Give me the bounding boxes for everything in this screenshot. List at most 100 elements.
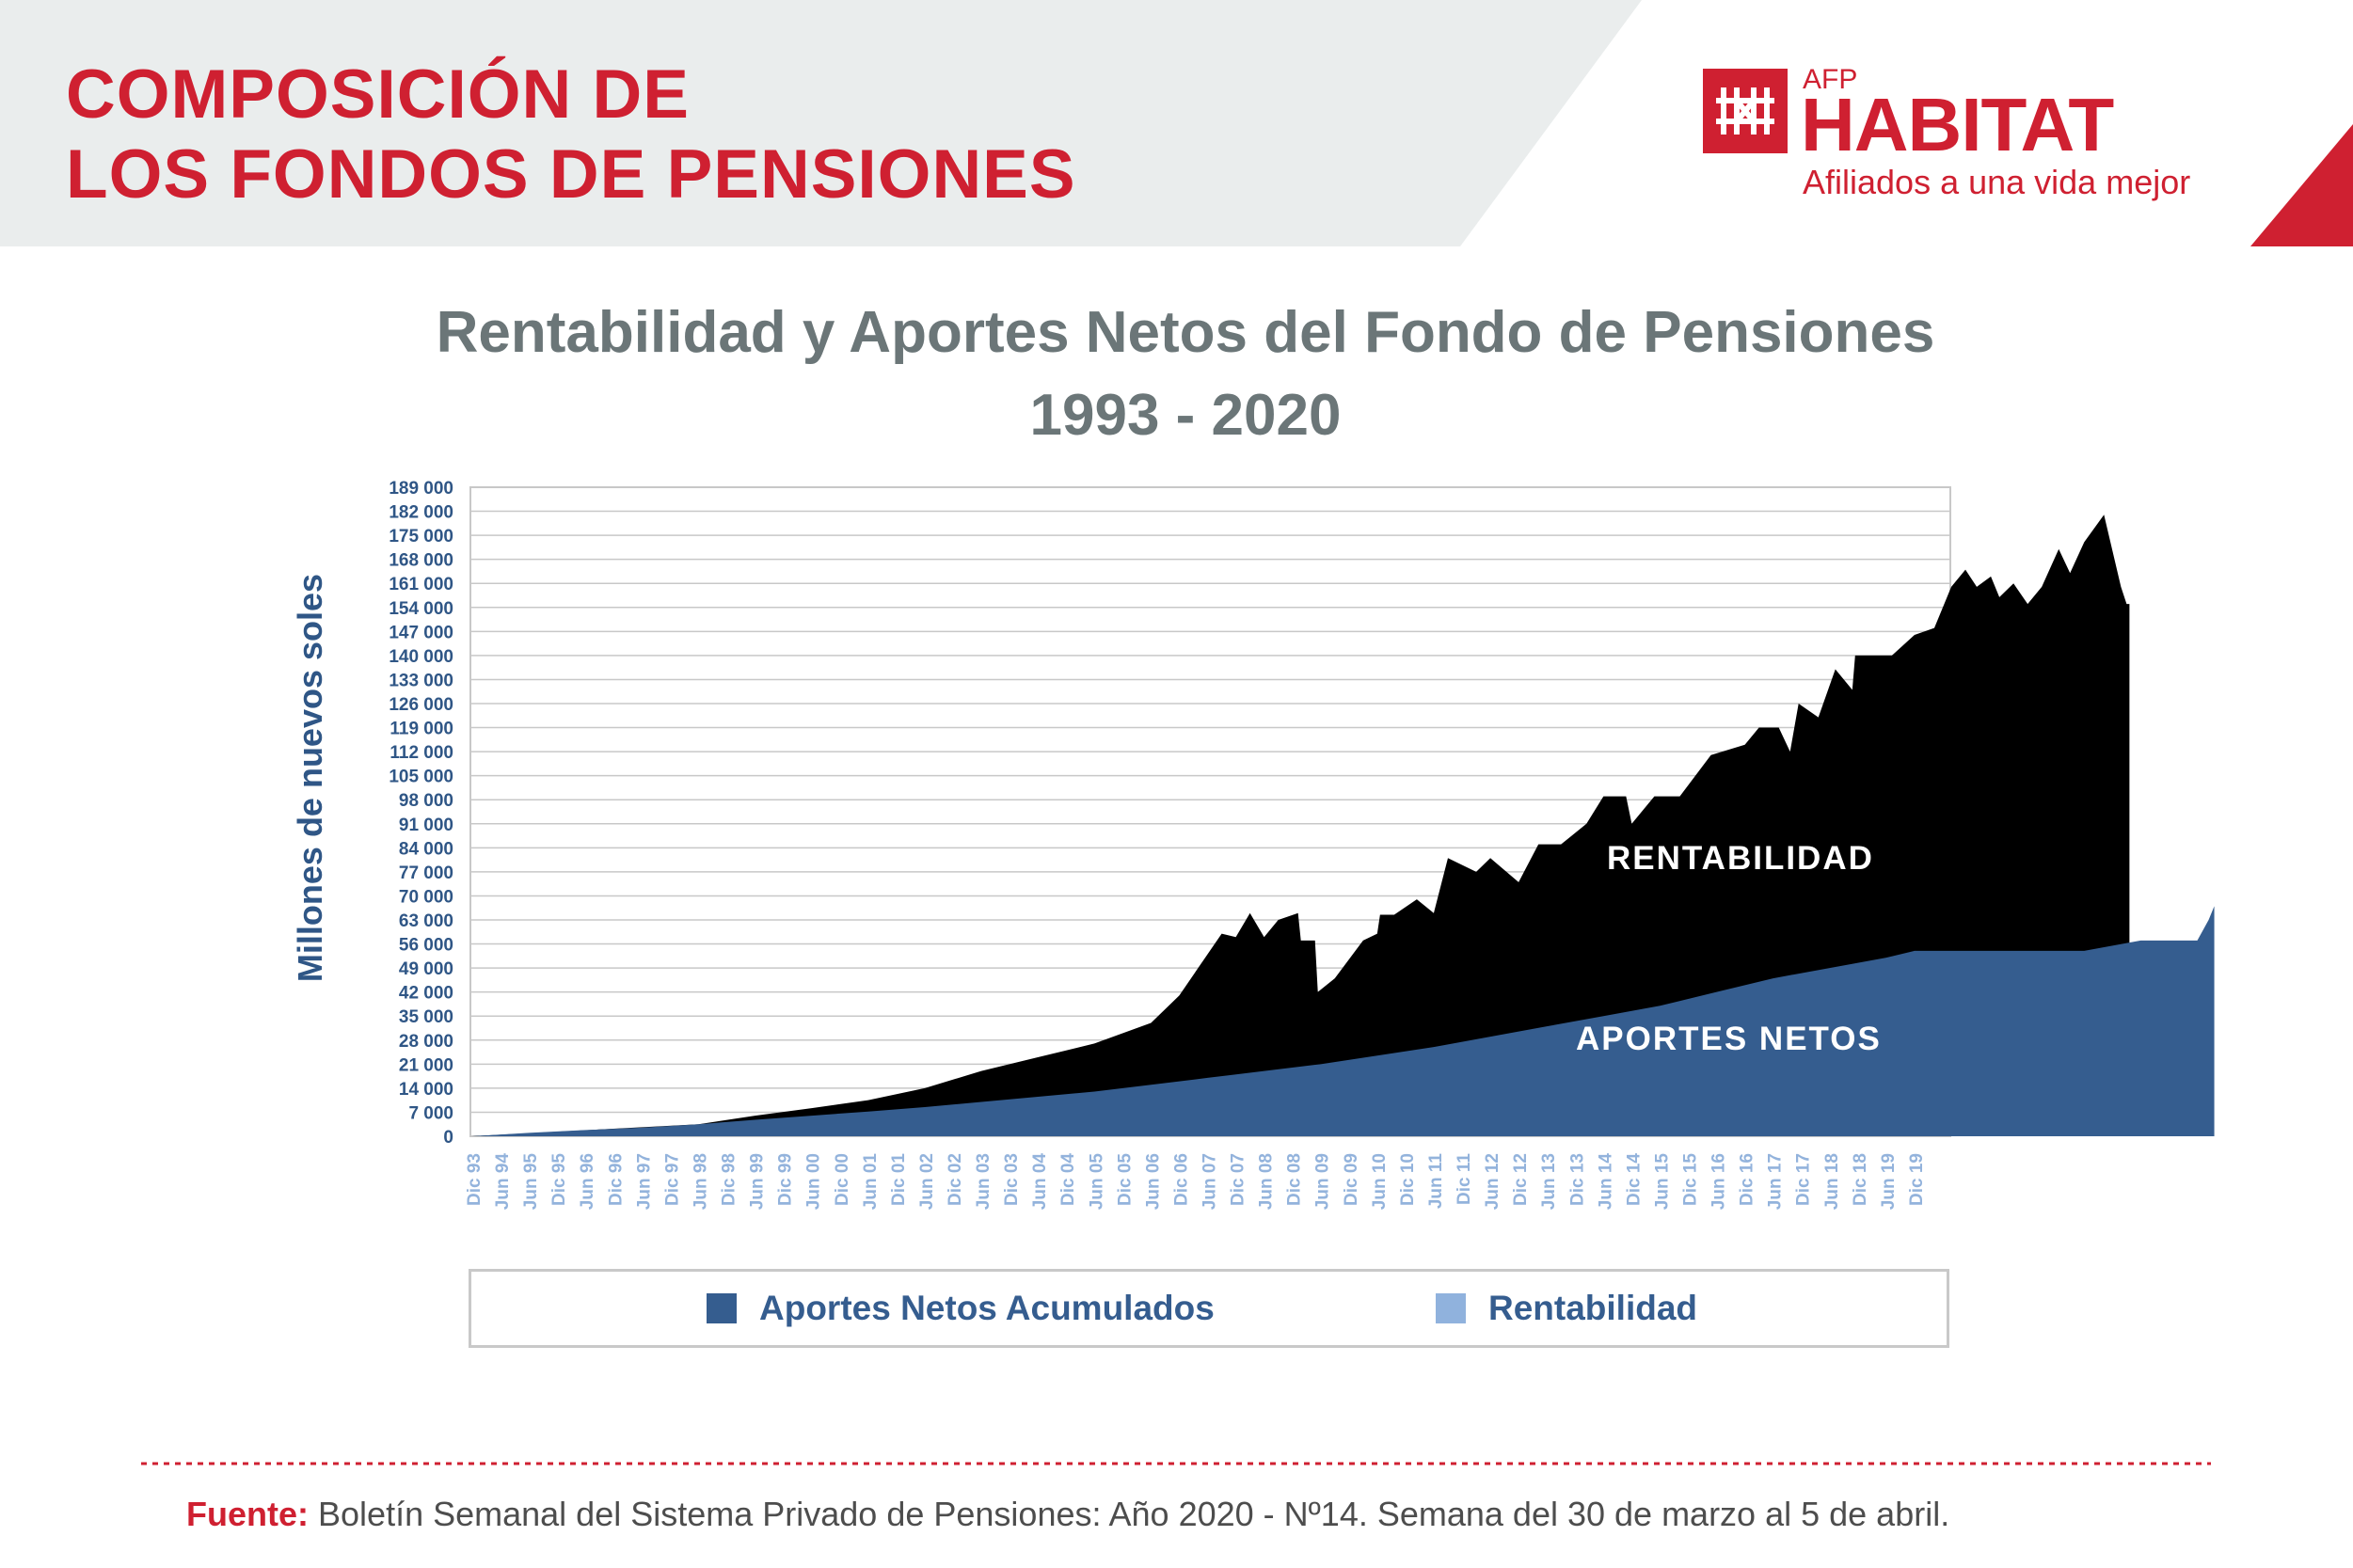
x-tick-label: Jun 11 [1426,1153,1446,1210]
source-label: Fuente: [186,1495,309,1533]
x-tick-label: Jun 03 [974,1153,994,1210]
x-tick-label: Jun 12 [1483,1153,1502,1210]
x-tick-label: Jun 96 [578,1153,597,1210]
x-tick-label: Dic 13 [1567,1153,1587,1206]
y-tick-label: 140 000 [389,647,453,667]
y-tick-label: 182 000 [389,503,453,523]
x-tick-label: Dic 14 [1624,1153,1644,1206]
chart-subtitle: 1993 - 2020 [1029,383,1342,448]
x-tick-label: Dic 17 [1794,1153,1814,1206]
x-tick-label: Jun 99 [748,1153,768,1210]
x-tick-label: Dic 05 [1115,1153,1135,1206]
x-tick-label: Dic 19 [1907,1153,1927,1206]
y-tick-label: 35 000 [399,1007,453,1027]
series-area-rentabilidad [472,515,2130,1136]
x-tick-label: Jun 00 [804,1153,824,1210]
y-tick-label: 91 000 [399,816,453,835]
x-tick-label: Jun 15 [1652,1153,1672,1211]
x-tick-label: Dic 08 [1285,1153,1305,1206]
legend-item-rentabilidad: Rentabilidad [1436,1272,1697,1345]
x-tick-label: Jun 97 [634,1153,654,1210]
x-tick-labels: Dic 93 Jun 94 Jun 95 Dic 95 Jun 96 Dic 96 Jun … [465,1153,1927,1211]
chart-title-line1: Rentabilidad y Aportes Netos del Fondo d… [436,300,1935,365]
x-tick-label: Dic 07 [1229,1153,1248,1206]
annotation-aportes-netos: APORTES NETOS [1576,1021,1882,1057]
y-tick-label: 98 000 [399,791,453,811]
x-tick-label: Jun 02 [917,1153,937,1210]
y-tick-label: 56 000 [399,936,453,956]
y-tick-label: 42 000 [399,984,453,1004]
x-tick-label: Jun 13 [1539,1153,1559,1210]
y-tick-label: 175 000 [389,527,453,546]
y-tick-label: 189 000 [389,479,453,499]
x-tick-label: Dic 97 [662,1153,682,1206]
x-tick-label: Jun 06 [1143,1153,1163,1210]
y-tick-label: 161 000 [389,575,453,594]
x-tick-label: Dic 99 [776,1153,796,1206]
y-tick-label: 77 000 [399,863,453,883]
x-tick-label: Dic 15 [1680,1153,1700,1206]
x-tick-label: Dic 93 [465,1153,485,1206]
y-tick-label: 21 000 [399,1055,453,1075]
series-area-aportes [472,906,2215,1136]
x-tick-label: Jun 08 [1257,1153,1277,1210]
x-tick-label: Dic 95 [549,1153,569,1206]
y-tick-label: 63 000 [399,911,453,931]
y-tick-label: 147 000 [389,623,453,642]
afp-habitat-logo: AFP HABITAT Afiliados a una vida mejor [1703,66,2211,207]
x-tick-label: Jun 14 [1596,1153,1615,1211]
x-tick-label: Jun 18 [1822,1153,1842,1210]
x-tick-label: Dic 09 [1342,1153,1361,1206]
x-tick-label: Dic 18 [1851,1153,1870,1206]
x-tick-label: Dic 98 [720,1153,739,1206]
x-tick-label: Dic 11 [1455,1153,1474,1205]
y-tick-label: 14 000 [399,1080,453,1100]
x-tick-label: Dic 01 [889,1153,909,1206]
y-tick-label: 119 000 [390,720,453,739]
x-tick-label: Jun 98 [691,1153,710,1210]
legend-swatch-aportes [707,1293,737,1323]
logo-name: HABITAT [1801,83,2114,166]
legend-swatch-rentabilidad [1436,1293,1466,1323]
y-tick-label: 105 000 [389,768,453,787]
legend-label-aportes: Aportes Netos Acumulados [759,1289,1215,1327]
source-text: Boletín Semanal del Sistema Privado de P… [318,1495,1950,1533]
x-tick-label: Dic 06 [1171,1153,1191,1206]
logo-tagline: Afiliados a una vida mejor [1803,163,2191,201]
source-note: Fuente: Boletín Semanal del Sistema Priv… [186,1494,1949,1535]
y-tick-label: 49 000 [399,959,453,979]
y-tick-label: 112 000 [390,743,453,763]
y-tick-label: 70 000 [399,887,453,907]
x-tick-label: Jun 95 [521,1153,541,1211]
x-tick-label: Jun 05 [1087,1153,1106,1211]
header-band [0,0,1642,246]
x-tick-label: Jun 09 [1313,1153,1333,1210]
x-tick-label: Jun 17 [1766,1153,1786,1210]
header-title: COMPOSICIÓN DE LOS FONDOS DE PENSIONES [66,55,1076,214]
annotation-rentabilidad: RENTABILIDAD [1607,840,1874,877]
habitat-logo-icon [1703,69,1788,153]
y-tick-labels: 0 7 000 14 000 21 000 28 000 35 000 42 000 49 0… [389,479,453,1148]
y-tick-label: 126 000 [389,695,453,715]
chart-legend: Aportes Netos Acumulados Rentabilidad [469,1269,1949,1348]
x-tick-label: Jun 16 [1709,1153,1729,1210]
y-tick-label: 168 000 [389,551,453,571]
x-tick-label: Dic 12 [1511,1153,1531,1206]
y-tick-label: 154 000 [389,599,453,619]
corner-triangle [2250,124,2353,246]
y-tick-label: 133 000 [389,671,453,690]
legend-item-aportes: Aportes Netos Acumulados [707,1272,1215,1345]
y-tick-label: 0 [443,1128,453,1148]
logo-afp-text: AFP [1803,64,1858,95]
legend-label-rentabilidad: Rentabilidad [1488,1289,1698,1327]
x-tick-label: Dic 10 [1398,1153,1418,1206]
x-tick-label: Dic 16 [1738,1153,1757,1206]
x-tick-label: Jun 94 [493,1153,513,1211]
x-tick-label: Dic 03 [1002,1153,1022,1206]
x-tick-label: Jun 04 [1030,1153,1050,1211]
y-tick-label: 28 000 [399,1032,453,1052]
x-tick-label: Dic 00 [833,1153,852,1206]
header-title-line1: COMPOSICIÓN DE [66,56,690,133]
